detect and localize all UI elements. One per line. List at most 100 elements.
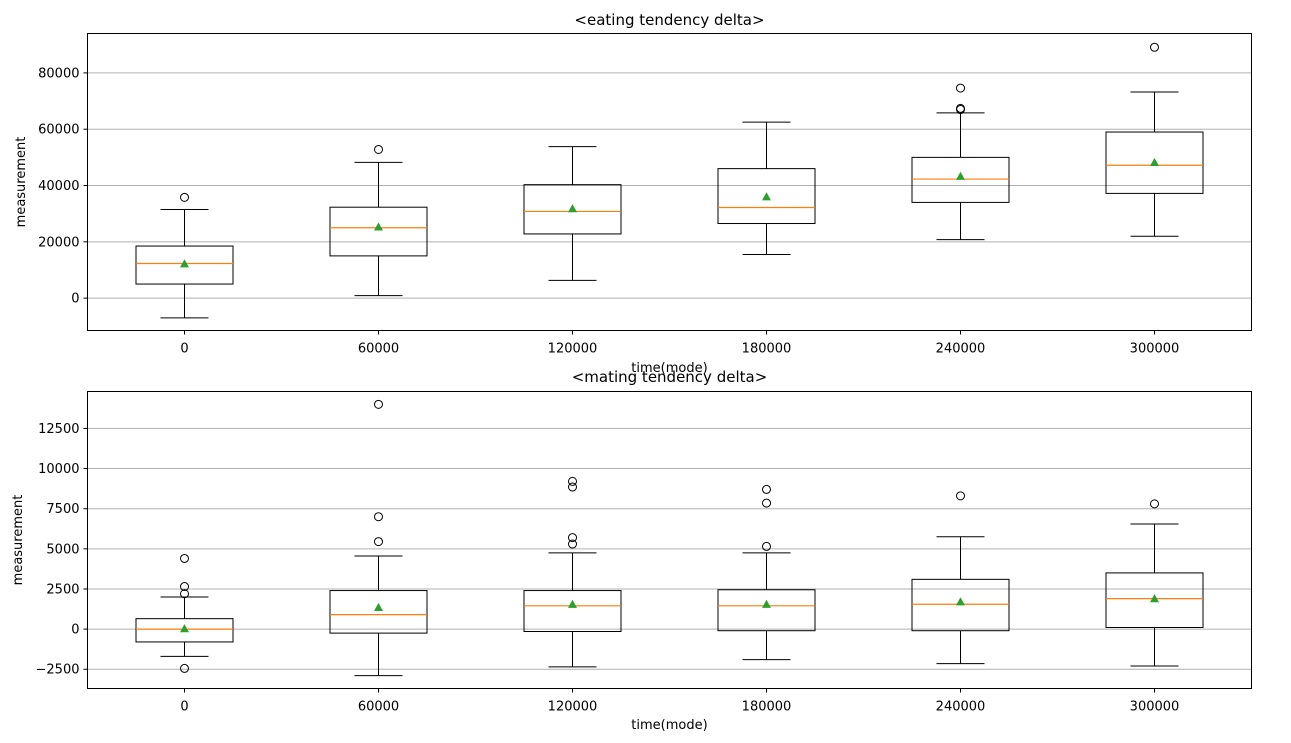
mating-ytick-label: 0 (71, 623, 79, 638)
eating-ytick-label: 20000 (38, 235, 79, 250)
eating-ytick-label: 60000 (38, 123, 79, 138)
mating-box-group (135, 553, 234, 673)
eating-box (911, 156, 1010, 203)
mating-grid (87, 427, 1252, 670)
mating-mean-marker (180, 624, 189, 633)
mating-outlier-point (762, 541, 771, 551)
eating-xticks: 0 60000 120000 180000 240000 300000 (180, 330, 1180, 357)
mating-mean-marker (1150, 594, 1159, 603)
eating-mean-marker (1150, 157, 1159, 167)
mating-box (329, 590, 428, 634)
eating-x-axis-label: time(mode) (631, 361, 707, 376)
eating-box-group (717, 121, 816, 255)
mating-box (523, 590, 622, 633)
mating-boxes (135, 399, 1204, 677)
mating-xtick-label: 60000 (358, 700, 399, 715)
eating-outlier-point (374, 144, 383, 154)
eating-box (329, 206, 428, 257)
mating-xticks: 0 60000 120000 180000 240000 300000 (180, 688, 1180, 715)
eating-outlier-point (180, 192, 189, 202)
mating-outlier-point (568, 539, 577, 549)
mating-xtick-label: 120000 (548, 700, 598, 715)
mating-xtick-label: 0 (180, 700, 188, 715)
mating-outlier-point (568, 476, 577, 486)
eating-xtick-label: 120000 (548, 342, 598, 357)
mating-box (911, 578, 1010, 632)
eating-box-group (523, 146, 622, 281)
eating-xtick-label: 60000 (358, 342, 399, 357)
eating-box (523, 184, 622, 235)
eating-box-group (1105, 42, 1204, 237)
mating-ytick-label: 10000 (38, 462, 79, 477)
eating-ytick-label: 40000 (38, 179, 79, 194)
mating-mean-marker (762, 599, 771, 608)
mating-yticks: −2500 0 2500 5000 7500 10000 12500 (36, 422, 88, 678)
mating-outlier-point (762, 498, 771, 508)
eating-outlier-point (956, 83, 965, 93)
mating-outlier-point (374, 512, 383, 522)
mating-xtick-label: 300000 (1130, 700, 1180, 715)
mating-box-group (1105, 499, 1204, 667)
mating-outlier-point (180, 582, 189, 592)
eating-grid (87, 72, 1252, 299)
mating-box (1105, 572, 1204, 628)
mating-outlier-point (180, 553, 189, 563)
eating-box-group (329, 144, 428, 297)
mating-panel: <mating tendency delta> −2500 0 2500 5000 75… (11, 368, 1252, 733)
eating-ytick-label: 0 (71, 292, 79, 307)
eating-box (135, 245, 234, 285)
mating-outlier-point (180, 663, 189, 673)
mating-panel-title: <mating tendency delta> (572, 368, 768, 386)
mating-xtick-label: 240000 (936, 700, 986, 715)
mating-mean-marker (568, 599, 577, 608)
eating-mean-marker (374, 222, 383, 231)
mating-box-group (911, 491, 1010, 665)
eating-box-group (911, 83, 1010, 241)
mating-outlier-point (1150, 499, 1159, 509)
mating-ytick-label: 5000 (46, 542, 79, 557)
eating-panel: <eating tendency delta> 0 20000 40000 60000… (14, 11, 1252, 376)
eating-plot-frame (87, 33, 1252, 331)
eating-xtick-label: 0 (180, 342, 188, 357)
eating-y-axis-label: measurement (14, 137, 29, 228)
mating-box-group (329, 399, 428, 677)
eating-box-group (135, 192, 234, 319)
mating-box (135, 618, 234, 643)
mating-mean-marker (956, 597, 965, 606)
mating-outlier-point (762, 484, 771, 494)
mating-outlier-point (568, 533, 577, 543)
mating-ytick-label: 12500 (38, 422, 79, 437)
mating-outlier-point (374, 537, 383, 547)
mating-outlier-point (956, 491, 965, 501)
mating-box-group (717, 484, 816, 661)
eating-yticks: 0 20000 40000 60000 80000 (38, 66, 88, 307)
eating-mean-marker (180, 259, 189, 268)
mating-ytick-label: 7500 (46, 502, 79, 517)
mating-plot-frame (87, 391, 1252, 689)
mating-box-group (523, 476, 622, 668)
eating-outlier-point (1150, 42, 1159, 52)
eating-box (717, 168, 816, 225)
mating-mean-marker (374, 602, 383, 612)
mating-outlier-point (568, 482, 577, 492)
eating-box (1105, 131, 1204, 194)
mating-box (717, 589, 816, 632)
mating-y-axis-label: measurement (11, 495, 26, 586)
eating-outlier-point (956, 103, 965, 113)
eating-xtick-label: 300000 (1130, 342, 1180, 357)
eating-ytick-label: 80000 (38, 66, 79, 81)
eating-xtick-label: 180000 (742, 342, 792, 357)
eating-xtick-label: 240000 (936, 342, 986, 357)
mating-outlier-point (374, 399, 383, 409)
eating-mean-marker (956, 171, 965, 180)
eating-mean-marker (762, 192, 771, 201)
mating-xtick-label: 180000 (742, 700, 792, 715)
mating-ytick-label: 2500 (46, 582, 79, 597)
mating-x-axis-label: time(mode) (631, 718, 707, 733)
eating-panel-title: <eating tendency delta> (574, 11, 764, 29)
eating-boxes (135, 42, 1204, 319)
mating-ytick-label: −2500 (36, 663, 80, 678)
eating-mean-marker (568, 204, 577, 213)
